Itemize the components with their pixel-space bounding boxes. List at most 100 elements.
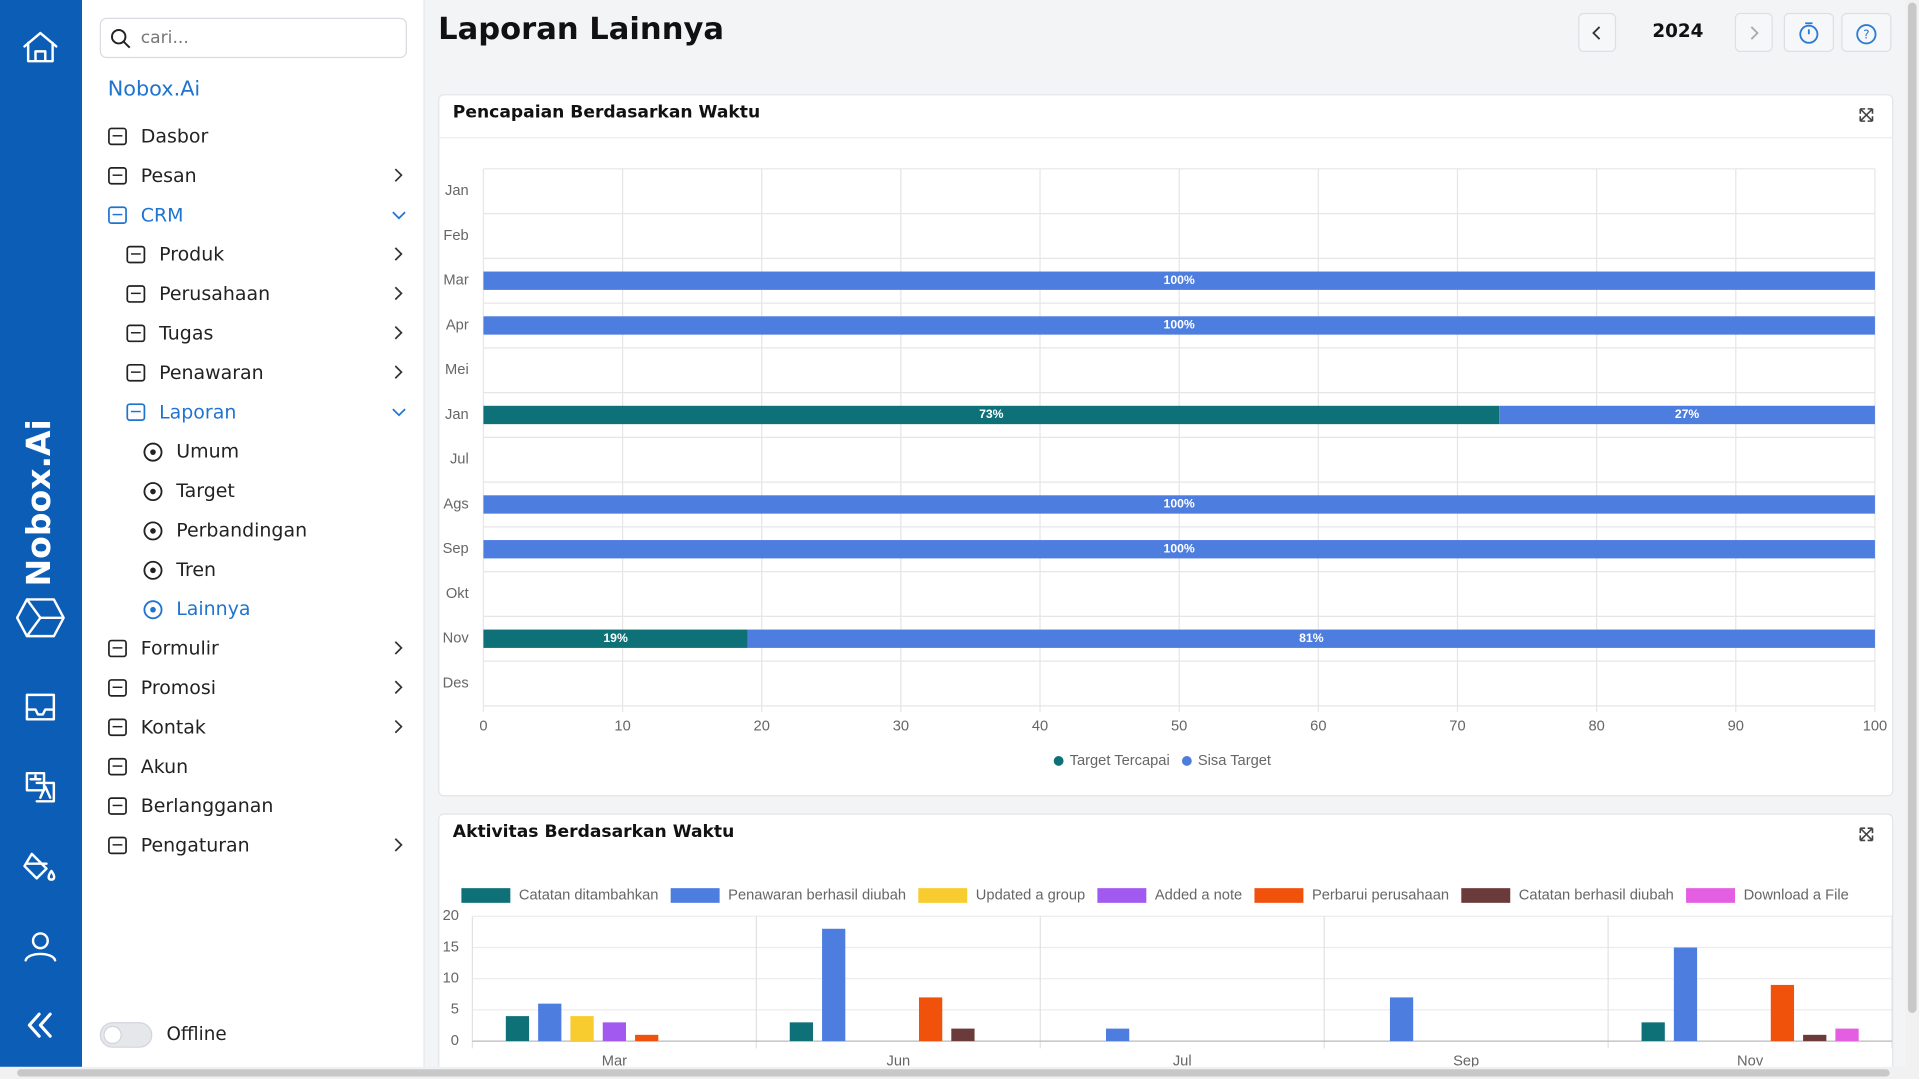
next-icon bbox=[1750, 26, 1759, 40]
y-tick-label: Mar bbox=[443, 273, 468, 289]
data-label: 19% bbox=[603, 631, 628, 645]
menu-icon bbox=[143, 442, 163, 462]
logo-icon bbox=[15, 598, 65, 638]
x-tick-label: Mar bbox=[602, 1054, 627, 1070]
bar bbox=[1105, 1028, 1130, 1042]
bar bbox=[570, 1016, 594, 1042]
menu-label[interactable]: Lainnya bbox=[176, 598, 250, 620]
bar-segment bbox=[483, 540, 1875, 559]
legend-label[interactable]: Catatan berhasil diubah bbox=[1519, 887, 1674, 903]
search-box[interactable] bbox=[99, 17, 407, 59]
menu-icon bbox=[108, 797, 127, 815]
help-icon-mark: ? bbox=[1863, 27, 1870, 41]
bar-segment bbox=[483, 629, 748, 648]
chart: 0 5 10 15 20 Mar Jun Jul Sep Nov Catatan ditambahk… bbox=[443, 887, 1893, 1070]
translate-icon[interactable] bbox=[25, 771, 56, 803]
data-label: 100% bbox=[1164, 497, 1195, 511]
menu-label[interactable]: Kontak bbox=[141, 716, 206, 738]
x-tick-label: 80 bbox=[1588, 719, 1604, 735]
legend-label[interactable]: Updated a group bbox=[976, 887, 1085, 903]
menu-label[interactable]: Formulir bbox=[141, 638, 219, 660]
home-icon[interactable] bbox=[23, 31, 58, 63]
menu-icon bbox=[108, 166, 127, 185]
menu-arrow bbox=[392, 211, 406, 220]
rail-brand: Nobox.Ai bbox=[19, 419, 58, 586]
menu-arrow bbox=[394, 286, 403, 301]
bar bbox=[951, 1028, 975, 1042]
search-icon bbox=[111, 28, 127, 45]
legend-label[interactable]: Sisa Target bbox=[1198, 753, 1271, 769]
x-tick-label: Sep bbox=[1453, 1054, 1479, 1070]
help-button[interactable] bbox=[1841, 12, 1892, 52]
menu-label[interactable]: Promosi bbox=[141, 677, 216, 699]
y-tick-label: Jan bbox=[445, 407, 469, 423]
menu-label[interactable]: Perusahaan bbox=[159, 283, 270, 305]
legend-label[interactable]: Target Tercapai bbox=[1070, 753, 1170, 769]
menu-arrow bbox=[394, 641, 403, 655]
menu-label[interactable]: Pesan bbox=[141, 165, 197, 187]
legend-marker bbox=[1181, 756, 1192, 766]
bar-segment bbox=[483, 405, 1500, 425]
menu-label[interactable]: Dasbor bbox=[141, 126, 209, 148]
timer-icon bbox=[1799, 24, 1819, 44]
user-icon[interactable] bbox=[31, 932, 49, 950]
menu-label[interactable]: Akun bbox=[141, 756, 188, 778]
menu-label[interactable]: Laporan bbox=[159, 401, 236, 423]
legend-label[interactable]: Penawaran berhasil diubah bbox=[728, 887, 906, 903]
search-icon-handle bbox=[122, 40, 131, 49]
scrollbar-thumb[interactable] bbox=[17, 1069, 1890, 1077]
menu-icon bbox=[108, 757, 127, 776]
menu-label[interactable]: CRM bbox=[141, 204, 184, 226]
menu-label[interactable]: Pengaturan bbox=[141, 835, 250, 857]
bar bbox=[822, 928, 846, 1042]
collapse-icon[interactable] bbox=[27, 1012, 52, 1038]
menu-label[interactable]: Produk bbox=[159, 244, 224, 266]
user-icon-body bbox=[24, 952, 57, 962]
menu-label[interactable]: Tren bbox=[175, 559, 216, 581]
sidebar bbox=[81, 0, 424, 1079]
expand-icon[interactable] bbox=[1859, 108, 1874, 122]
menu-label[interactable]: Tugas bbox=[158, 322, 213, 344]
bar bbox=[1803, 1034, 1827, 1042]
menu-icon-dot bbox=[150, 606, 156, 613]
bar bbox=[1641, 1022, 1665, 1042]
menu-icon bbox=[108, 206, 127, 224]
menu-label[interactable]: Umum bbox=[176, 441, 239, 463]
sidebar-brand: Nobox.Ai bbox=[108, 76, 201, 100]
y-tick-label: 10 bbox=[443, 971, 459, 987]
y-tick-label: 15 bbox=[443, 939, 459, 955]
y-tick-label: Ags bbox=[443, 496, 468, 512]
legend-label[interactable]: Download a File bbox=[1744, 887, 1849, 903]
x-tick-label: 90 bbox=[1728, 719, 1744, 735]
inbox-icon[interactable] bbox=[25, 693, 56, 721]
legend-label[interactable]: Perbarui perusahaan bbox=[1312, 887, 1449, 903]
y-tick-label: Mei bbox=[445, 362, 469, 378]
menu-label[interactable]: Penawaran bbox=[159, 362, 264, 384]
scrollbar-thumb[interactable] bbox=[1907, 2, 1917, 1013]
bar-segment bbox=[1499, 405, 1875, 425]
y-tick-label: Apr bbox=[446, 317, 469, 333]
legend-marker bbox=[918, 888, 968, 903]
next-year-button[interactable] bbox=[1734, 12, 1773, 52]
expand-icon[interactable] bbox=[1859, 827, 1874, 842]
menu-icon bbox=[126, 324, 146, 343]
menu-label[interactable]: Berlangganan bbox=[141, 795, 274, 817]
card-title: Aktivitas Berdasarkan Waktu bbox=[453, 822, 735, 842]
legend-label[interactable]: Added a note bbox=[1155, 887, 1242, 903]
page-title: Laporan Lainnya bbox=[438, 12, 724, 47]
data-label: 100% bbox=[1164, 541, 1195, 555]
bar bbox=[1835, 1028, 1859, 1042]
menu-icon-dot bbox=[150, 567, 156, 574]
legend-marker bbox=[670, 888, 720, 903]
data-label: 73% bbox=[979, 407, 1004, 421]
legend-label[interactable]: Catatan ditambahkan bbox=[519, 887, 659, 903]
prev-year-button[interactable] bbox=[1578, 12, 1617, 52]
legend-marker bbox=[1097, 888, 1147, 903]
menu-label[interactable]: Target bbox=[175, 480, 235, 502]
menu-icon bbox=[108, 718, 127, 737]
menu-arrow bbox=[394, 326, 403, 340]
menu-arrow bbox=[394, 168, 403, 182]
legend-marker bbox=[1053, 756, 1064, 766]
menu-label[interactable]: Perbandingan bbox=[176, 519, 307, 541]
paint-icon[interactable] bbox=[23, 852, 56, 881]
